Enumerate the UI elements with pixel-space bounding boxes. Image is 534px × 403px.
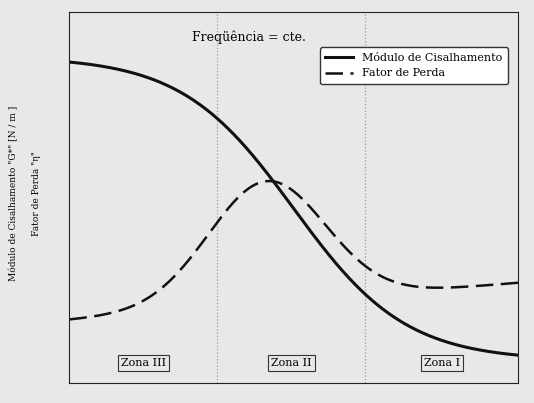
Módulo de Cisalhamento	[309, 231, 316, 236]
Módulo de Cisalhamento	[504, 351, 511, 356]
Line: Fator de Perda: Fator de Perda	[69, 181, 518, 320]
Módulo de Cisalhamento	[515, 353, 521, 357]
Fator de Perda	[266, 179, 272, 183]
Módulo de Cisalhamento	[66, 60, 73, 64]
Text: Freqüência = cte.: Freqüência = cte.	[192, 31, 306, 44]
Fator de Perda	[515, 280, 521, 285]
Módulo de Cisalhamento	[282, 195, 288, 199]
Text: Zona I: Zona I	[423, 358, 460, 368]
Text: Zona II: Zona II	[271, 358, 312, 368]
Fator de Perda	[505, 281, 511, 286]
Legend: Módulo de Cisalhamento, Fator de Perda: Módulo de Cisalhamento, Fator de Perda	[320, 47, 508, 84]
Módulo de Cisalhamento	[333, 262, 340, 266]
Fator de Perda	[310, 208, 316, 213]
Fator de Perda	[283, 184, 289, 189]
Text: Fator de Perda "η": Fator de Perda "η"	[32, 151, 41, 236]
Módulo de Cisalhamento	[279, 191, 286, 196]
Fator de Perda	[280, 182, 287, 187]
Fator de Perda	[66, 317, 73, 322]
Text: Módulo de Cisalhamento "G*" [N / m ]: Módulo de Cisalhamento "G*" [N / m ]	[9, 106, 18, 281]
Módulo de Cisalhamento	[434, 337, 440, 341]
Line: Módulo de Cisalhamento: Módulo de Cisalhamento	[69, 62, 518, 355]
Text: Zona III: Zona III	[121, 358, 166, 368]
Fator de Perda	[435, 285, 441, 290]
Fator de Perda	[334, 237, 341, 241]
